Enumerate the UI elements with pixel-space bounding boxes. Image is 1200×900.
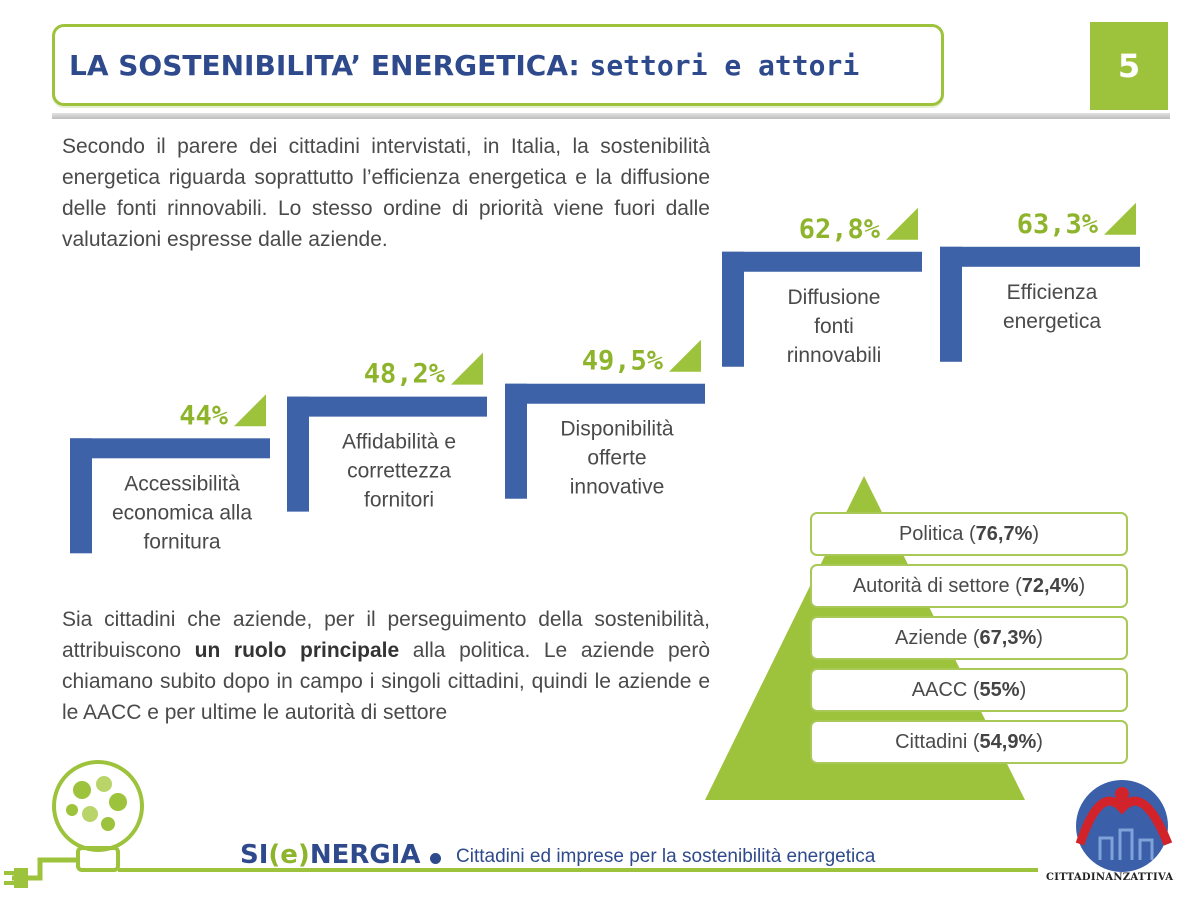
step-leg [70, 438, 92, 554]
footer-tagline: Cittadini ed imprese per la sostenibilit… [456, 846, 876, 867]
roles-text-bold: un ruolo principale [194, 639, 400, 662]
step-category-line: correttezza [347, 460, 451, 483]
pyramid-row-paren: ) [1078, 574, 1086, 597]
step-category-label: Efficienza energetica [1003, 281, 1101, 333]
pyramid-row-value: 76,7% [975, 522, 1033, 545]
brand-part-c: NERGIA [309, 840, 421, 870]
step-category-label: Disponibilità offerte innovative [560, 418, 674, 499]
bulb-logo-icon [4, 760, 240, 888]
org-name: CITTADINANZATTIVA [1046, 872, 1174, 883]
step-category-line: Accessibilità [124, 472, 240, 495]
pyramid-row: AACC (55%) [810, 668, 1128, 712]
pyramid-row-value: 55% [979, 678, 1020, 701]
step-2: 48,2% Affidabilità e correttezza fornitori [287, 352, 487, 512]
title-box: LA SOSTENIBILITA’ ENERGETICA: settori e … [52, 24, 944, 106]
pyramid-row-value: 54,9% [979, 730, 1037, 753]
title-main: LA SOSTENIBILITA’ ENERGETICA: [69, 48, 580, 82]
step-value-label: 48,2% [364, 359, 446, 390]
step-triangle-icon [886, 207, 918, 240]
step-3: 49,5% Disponibilità offerte innovative [505, 339, 705, 499]
step-category-line: fornitura [143, 530, 220, 553]
page-title: LA SOSTENIBILITA’ ENERGETICA: settori e … [69, 49, 859, 82]
pyramid-row-label: AACC ( [911, 678, 980, 701]
step-value-label: 62,8% [799, 214, 881, 245]
step-category-line: fornitori [364, 489, 434, 512]
step-category-line: energetica [1003, 310, 1101, 333]
pyramid-row-label: Aziende ( [895, 626, 980, 649]
step-value-label: 49,5% [582, 346, 664, 377]
step-bar [70, 438, 270, 459]
footer-line [118, 868, 1038, 872]
footer-bullet [430, 853, 441, 864]
step-leg [722, 251, 744, 367]
step-triangle-icon [669, 339, 701, 372]
page-number-tab: 5 [1090, 22, 1168, 110]
step-1: 44% Accessibilità economica alla fornitura [70, 394, 270, 554]
pyramid-row-value: 67,3% [979, 626, 1037, 649]
step-category-label: Diffusione fonti rinnovabili [787, 286, 882, 367]
pyramid-row: Cittadini (54,9%) [810, 720, 1128, 764]
pyramid-row-value: 72,4% [1021, 574, 1079, 597]
step-leg [287, 396, 309, 512]
step-category-line: offerte [587, 447, 646, 470]
step-category-label: Accessibilità economica alla fornitura [112, 472, 252, 553]
step-4: 62,8% Diffusione fonti rinnovabili [722, 207, 922, 367]
brand-part-a: SI [240, 840, 269, 870]
page-number: 5 [1117, 47, 1141, 85]
step-triangle-icon [451, 352, 483, 385]
step-category-line: Affidabilità e [342, 431, 456, 454]
step-triangle-icon [234, 394, 266, 427]
pyramid-row: Politica (76,7%) [810, 512, 1128, 556]
step-category-line: economica alla [112, 501, 252, 524]
step-category-line: rinnovabili [787, 344, 882, 367]
step-category-line: innovative [570, 476, 665, 499]
pyramid-row-paren: ) [1032, 522, 1040, 545]
step-category-line: fonti [814, 315, 854, 338]
step-leg [940, 246, 962, 362]
roles-text-a: Sia cittadini che aziende, per il perseg… [62, 608, 710, 662]
pyramid-row-label: Cittadini ( [895, 730, 980, 753]
step-value-label: 63,3% [1017, 209, 1099, 240]
step-category-label: Affidabilità e correttezza fornitori [342, 431, 456, 512]
step-bar [940, 246, 1140, 267]
cittadinanzattiva-logo-icon [1075, 780, 1173, 872]
step-category-line: Diffusione [787, 286, 880, 309]
pyramid-row: Aziende (67,3%) [810, 616, 1128, 660]
step-bar [287, 396, 487, 417]
header-divider [52, 113, 1170, 119]
pyramid-row-paren: ) [1019, 678, 1027, 701]
step-bar [505, 383, 705, 404]
step-category-line: Disponibilità [560, 418, 674, 441]
step-value-label: 44% [179, 400, 229, 431]
step-5: 63,3% Efficienza energetica [940, 202, 1140, 362]
intro-paragraph: Secondo il parere dei cittadini intervis… [62, 135, 710, 251]
pyramid-row-paren: ) [1036, 626, 1043, 649]
brand-name: SI(e)NERGIA [240, 840, 421, 870]
roles-paragraph: Sia cittadini che aziende, per il perseg… [62, 604, 710, 728]
pyramid-row-paren: ) [1036, 730, 1043, 753]
step-triangle-icon [1104, 202, 1136, 235]
step-leg [505, 383, 527, 499]
pyramid-row-label: Autorità di settore ( [852, 574, 1022, 597]
title-sub: settori e attori [589, 48, 860, 82]
brand-part-b: (e) [268, 840, 310, 870]
pyramid-row: Autorità di settore (72,4%) [810, 564, 1128, 608]
step-bar [722, 251, 922, 272]
step-category-line: Efficienza [1007, 281, 1098, 304]
pyramid-row-label: Politica ( [898, 522, 976, 545]
roles-text-b: alla politica. Le aziende però chiamano … [62, 639, 711, 724]
